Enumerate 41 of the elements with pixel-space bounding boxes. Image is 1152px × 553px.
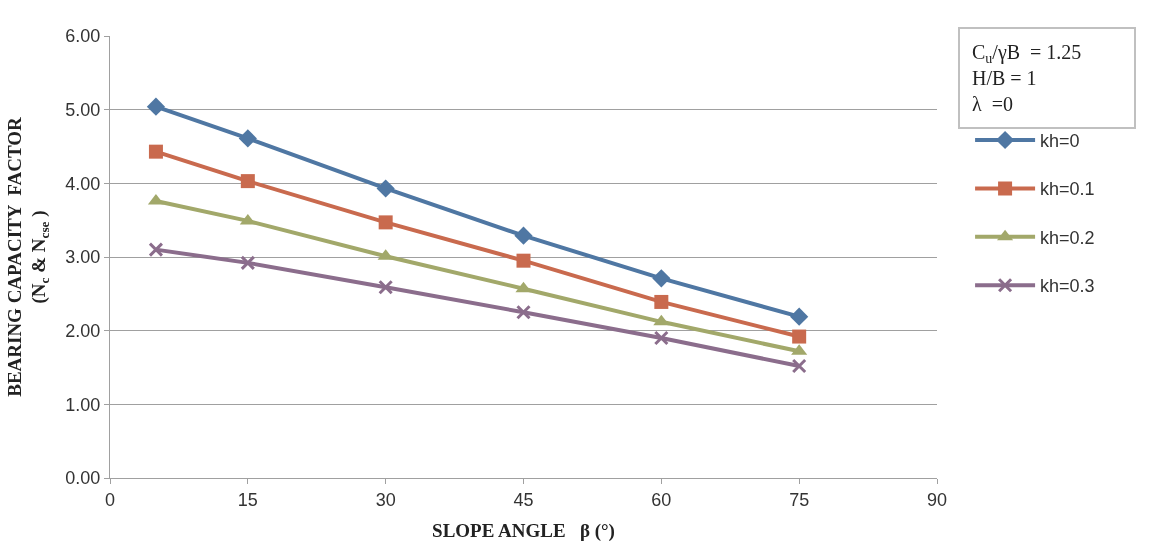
point bbox=[514, 226, 533, 245]
y-tick-label: 1.00 bbox=[65, 394, 101, 415]
point bbox=[654, 294, 669, 309]
point bbox=[515, 281, 532, 293]
x-tick-label: 60 bbox=[651, 489, 672, 510]
y-tick-label: 3.00 bbox=[65, 247, 101, 268]
point bbox=[240, 255, 256, 271]
x-tick-label: 90 bbox=[926, 489, 948, 510]
point bbox=[516, 253, 531, 268]
point bbox=[653, 314, 670, 326]
point bbox=[239, 213, 256, 225]
point bbox=[652, 269, 671, 288]
point bbox=[146, 97, 166, 116]
text: C$_{u}$/γB = 1.25 H/B = 1 λ =0 bbox=[972, 41, 1082, 115]
x-axis-title: SLOPE ANGLE β (°) bbox=[432, 520, 615, 543]
point bbox=[238, 129, 257, 148]
point bbox=[148, 144, 163, 159]
x-tick-label: 15 bbox=[237, 489, 258, 510]
point bbox=[516, 304, 531, 320]
x-tick-label: 30 bbox=[375, 489, 396, 510]
point bbox=[653, 330, 669, 346]
point bbox=[790, 307, 809, 326]
point bbox=[378, 279, 394, 295]
legend-label: kh=0.2 bbox=[1040, 227, 1095, 248]
y-tick-label: 2.00 bbox=[65, 320, 101, 341]
y-tick-label: 4.00 bbox=[65, 173, 101, 194]
y-tick-label: 6.00 bbox=[65, 26, 101, 47]
y-tick-label: 0.00 bbox=[65, 468, 101, 489]
point bbox=[376, 179, 395, 198]
point bbox=[791, 358, 807, 374]
y-tick-label: 5.00 bbox=[65, 99, 101, 120]
point bbox=[378, 215, 393, 230]
point bbox=[792, 329, 807, 344]
point bbox=[240, 174, 255, 189]
x-tick-label: 0 bbox=[104, 489, 116, 510]
legend-label: kh=0 bbox=[1040, 131, 1080, 152]
legend-label: kh=0.3 bbox=[1040, 276, 1095, 297]
x-tick-label: 45 bbox=[513, 489, 534, 510]
point bbox=[148, 242, 164, 258]
x-tick-label: 75 bbox=[789, 489, 810, 510]
legend-label: kh=0.1 bbox=[1040, 179, 1095, 200]
